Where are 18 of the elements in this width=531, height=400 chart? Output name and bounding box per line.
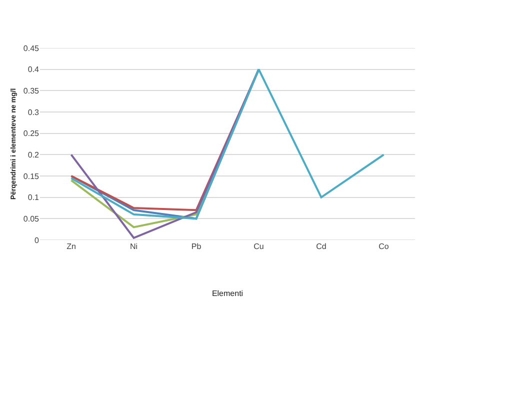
y-tick-label: 0.2 bbox=[28, 150, 40, 160]
x-axis-title: Elementi bbox=[212, 289, 244, 298]
x-tick-label: Ni bbox=[130, 242, 138, 251]
line-series bbox=[70, 68, 385, 220]
y-tick-label: 0.15 bbox=[23, 172, 40, 181]
x-tick-label: Pb bbox=[191, 242, 202, 251]
y-tick-label: 0.3 bbox=[28, 108, 40, 117]
x-tick-label: Co bbox=[378, 242, 390, 251]
y-tick-label: 0.4 bbox=[28, 65, 40, 74]
x-tick-label: Cd bbox=[316, 242, 326, 251]
x-tick-label: Cu bbox=[254, 242, 264, 251]
y-tick-label: 0 bbox=[34, 236, 40, 245]
y-tick-label: 0.05 bbox=[23, 214, 40, 224]
x-tick-label: Zn bbox=[66, 242, 76, 251]
y-tick-label: 0.35 bbox=[23, 86, 40, 96]
y-tick-label: 0.45 bbox=[23, 44, 40, 53]
y-tick-label: 0.1 bbox=[28, 193, 40, 202]
y-tick-label: 0.25 bbox=[23, 129, 40, 138]
